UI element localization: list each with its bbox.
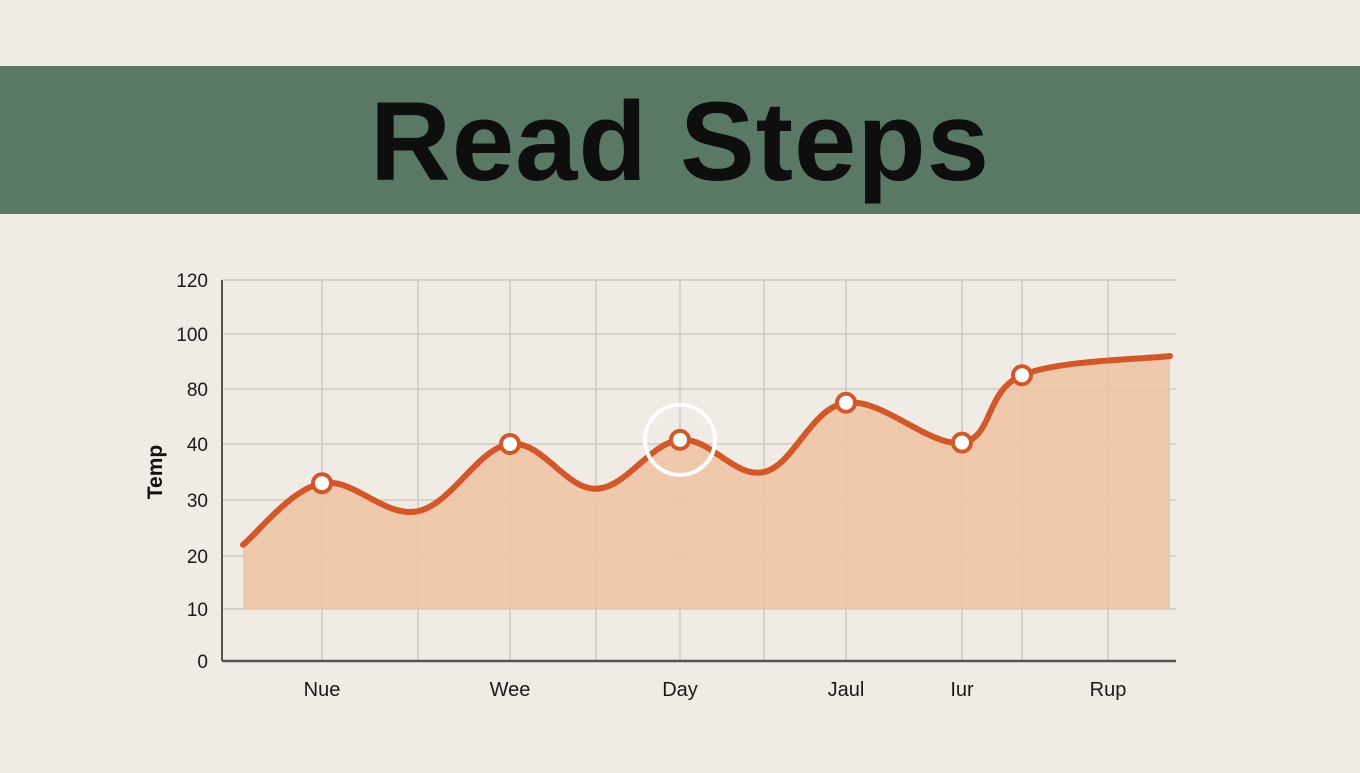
series-area [243, 356, 1170, 609]
x-tick-label: Wee [490, 679, 531, 701]
data-point [951, 431, 973, 454]
axis-layer [221, 280, 1176, 663]
x-tick-label: Rup [1090, 679, 1127, 701]
y-tick-label: 80 [187, 380, 208, 401]
x-tick-label: Jaul [828, 679, 865, 701]
title-banner: Read Steps [0, 66, 1360, 214]
y-axis-label: Temp [144, 445, 167, 499]
label-layer: 0 10 20 30 40 80 100 120 Nue Wee Day Jaul Iur Rup Temp [144, 271, 1126, 701]
area-layer [243, 356, 1170, 609]
x-tick-label: Day [662, 679, 698, 701]
page-title: Read Steps [370, 79, 990, 204]
x-tick-label: Iur [950, 679, 974, 701]
y-tick-label: 30 [187, 491, 208, 512]
y-tick-label: 20 [187, 547, 208, 568]
y-tick-label: 0 [197, 652, 208, 673]
marker-layer [311, 364, 1033, 495]
y-tick-label: 120 [176, 271, 208, 292]
data-point [1011, 364, 1033, 387]
highlight-ring [643, 402, 717, 477]
y-tick-label: 40 [187, 435, 208, 456]
data-point [311, 472, 333, 495]
data-point [669, 428, 691, 451]
data-point [499, 433, 521, 455]
data-point [835, 391, 857, 414]
x-tick-label: Nue [304, 679, 341, 701]
y-tick-label: 10 [187, 600, 208, 621]
y-tick-label: 100 [176, 325, 208, 346]
